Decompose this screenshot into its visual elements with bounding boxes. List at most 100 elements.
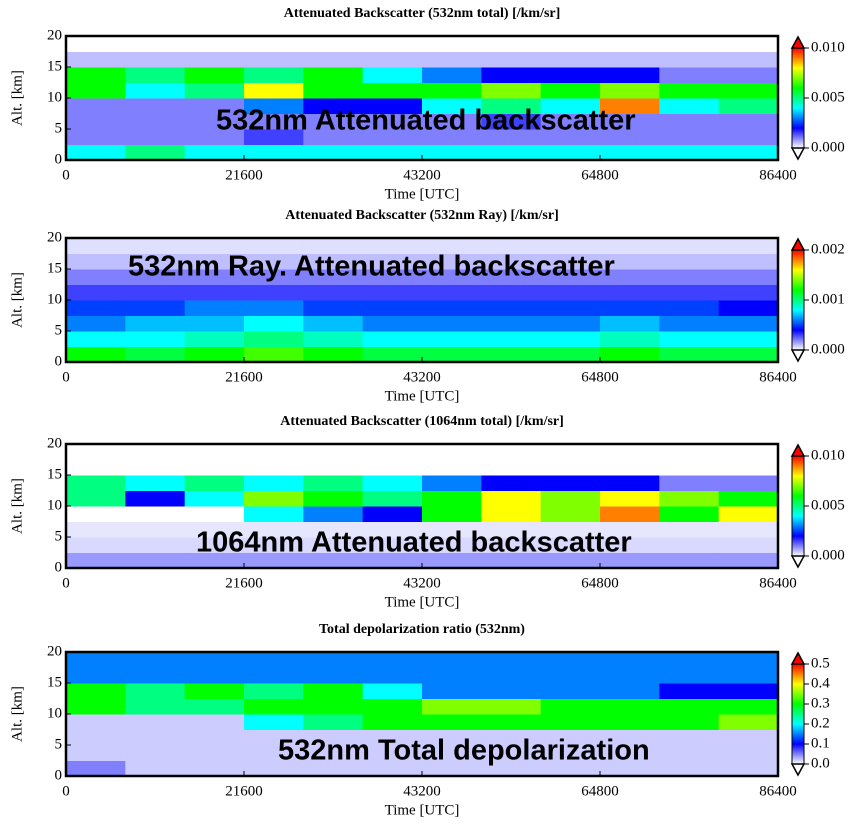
cell [659, 444, 719, 460]
colorbar-tick-label: 0.000 [811, 139, 845, 155]
colorbar-tick-label: 0.005 [811, 497, 845, 513]
y-tick-label: 5 [55, 528, 63, 544]
cell [659, 98, 719, 114]
cell [363, 506, 423, 522]
cell [185, 699, 245, 715]
x-axis-label: Time [UTC] [385, 186, 460, 202]
cell [659, 145, 719, 161]
cell [481, 444, 541, 460]
x-tick-label: 64800 [581, 167, 619, 183]
cell [719, 444, 779, 460]
cell [719, 652, 779, 668]
cell [66, 269, 126, 285]
cell [719, 238, 779, 254]
cell [659, 269, 719, 285]
cell [66, 668, 126, 684]
cell [481, 52, 541, 68]
cell [66, 683, 126, 699]
y-tick-label: 15 [47, 466, 62, 482]
cell [481, 460, 541, 476]
cell [541, 300, 601, 316]
y-tick-label: 0 [55, 353, 63, 369]
cell [363, 714, 423, 730]
y-axis-label: Alt. [km] [9, 70, 25, 126]
cell [303, 331, 363, 347]
cell [303, 300, 363, 316]
colorbar-extend-bottom [792, 350, 804, 361]
cell [185, 761, 245, 777]
cell [541, 316, 601, 332]
cell [481, 652, 541, 668]
cell [244, 506, 304, 522]
y-tick-label: 0 [55, 767, 63, 783]
colorbar [792, 456, 804, 556]
cell [125, 129, 185, 145]
cell [481, 36, 541, 52]
cell [422, 52, 482, 68]
cell [719, 506, 779, 522]
cell [659, 537, 719, 553]
cell [125, 331, 185, 347]
cell [125, 460, 185, 476]
y-axis-label: Alt. [km] [9, 686, 25, 742]
x-tick-label: 43200 [403, 369, 441, 385]
colorbar [792, 250, 804, 350]
colorbar [792, 664, 804, 764]
y-tick-label: 20 [47, 643, 62, 659]
cell [422, 668, 482, 684]
cell [125, 491, 185, 507]
cell [185, 444, 245, 460]
cell [363, 444, 423, 460]
cell [66, 553, 126, 569]
cell [541, 67, 601, 83]
annotation: 1064nm Attenuated backscatter [196, 527, 632, 559]
cell [719, 522, 779, 538]
cell [185, 285, 245, 301]
cell [600, 683, 660, 699]
cell [600, 316, 660, 332]
cell [659, 254, 719, 270]
cell [659, 491, 719, 507]
cell [363, 652, 423, 668]
y-tick-label: 20 [47, 229, 62, 245]
cell [659, 285, 719, 301]
colorbar-tick-label: 0.000 [811, 547, 845, 563]
cell [303, 67, 363, 83]
cell [422, 331, 482, 347]
cell [719, 683, 779, 699]
cell [185, 714, 245, 730]
colorbar-tick-label: 0.001 [811, 291, 845, 307]
x-axis-label: Time [UTC] [385, 388, 460, 404]
y-tick-label: 0 [55, 151, 63, 167]
cell [659, 238, 719, 254]
cell [600, 300, 660, 316]
cell [659, 475, 719, 491]
cell [422, 444, 482, 460]
cell [185, 668, 245, 684]
cell [719, 98, 779, 114]
cell [481, 300, 541, 316]
colorbar-extend-top [792, 239, 804, 250]
colorbar-extend-top [792, 445, 804, 456]
cell [66, 347, 126, 363]
cell [659, 699, 719, 715]
cell [541, 506, 601, 522]
cell [125, 745, 185, 761]
cell [66, 83, 126, 99]
cell [125, 36, 185, 52]
cell [303, 475, 363, 491]
y-tick-label: 20 [47, 435, 62, 451]
x-tick-label: 86400 [759, 167, 797, 183]
cell [303, 683, 363, 699]
cell [422, 491, 482, 507]
cell [600, 444, 660, 460]
cell [66, 300, 126, 316]
cell [66, 238, 126, 254]
cell [125, 52, 185, 68]
x-tick-label: 21600 [225, 783, 263, 799]
cell [719, 269, 779, 285]
cell [719, 730, 779, 746]
cell [719, 537, 779, 553]
cell [125, 699, 185, 715]
y-tick-label: 15 [47, 260, 62, 276]
